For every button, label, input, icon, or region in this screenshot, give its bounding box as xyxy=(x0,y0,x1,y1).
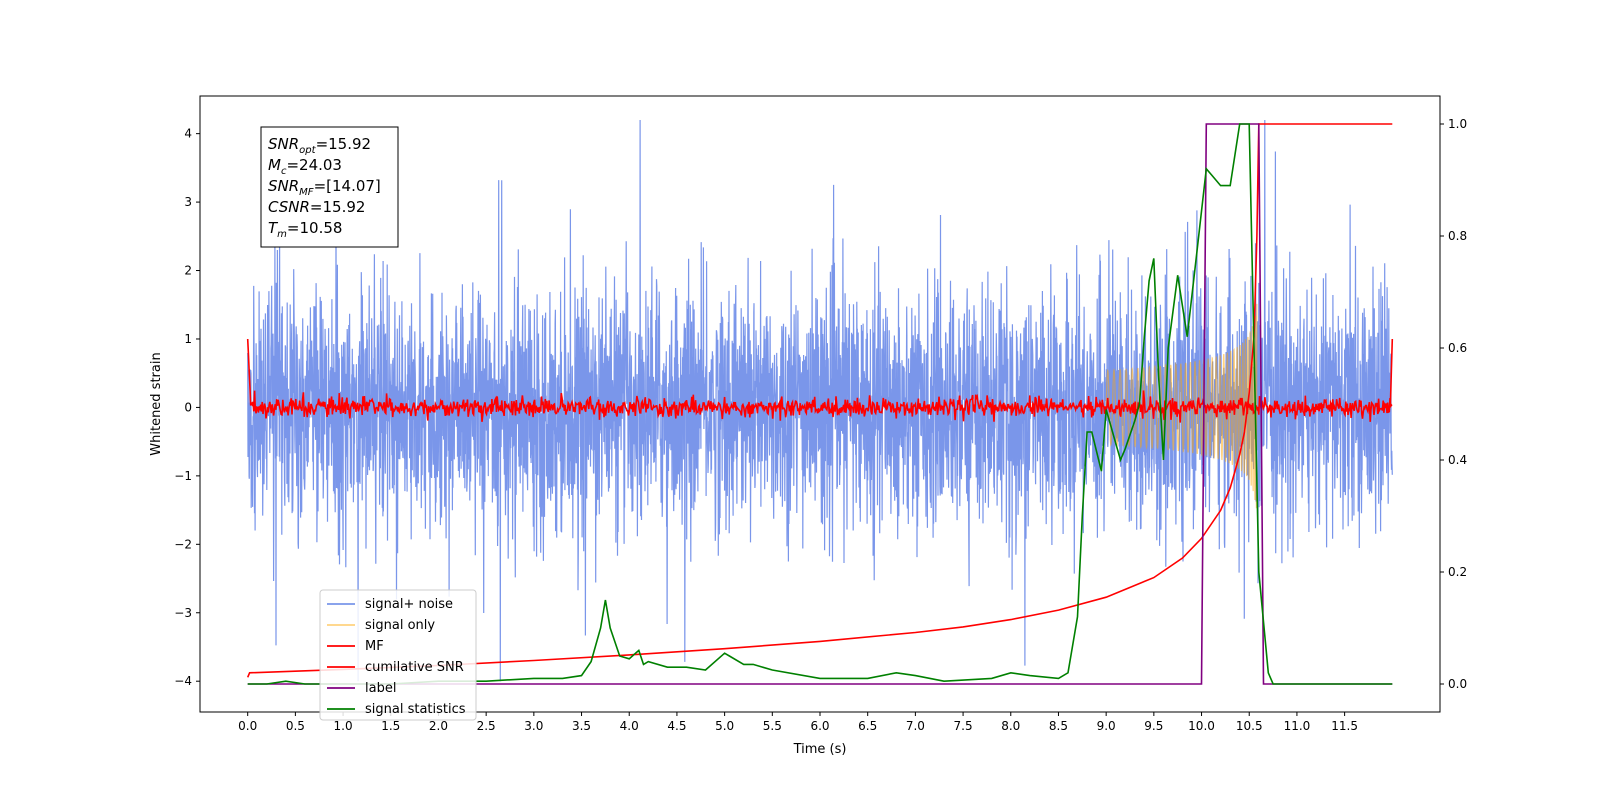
x-tick-label: 0.5 xyxy=(286,719,305,733)
y-axis-left: 4 3 2 1 0 −1 −2 −3 −4 xyxy=(174,127,200,688)
x-tick-label: 0.0 xyxy=(238,719,257,733)
x-tick-label: 4.5 xyxy=(667,719,686,733)
legend-label: MF xyxy=(365,639,384,654)
x-tick-label: 7.0 xyxy=(906,719,925,733)
y-tick-label: −3 xyxy=(174,606,192,620)
stats-annotation: SNRopt=15.92Mc=24.03SNRMF=[14.07]CSNR=15… xyxy=(260,126,399,248)
annotation-line: Mc=24.03 xyxy=(268,156,342,177)
legend-label: signal only xyxy=(365,618,435,633)
y-tick-label: −2 xyxy=(174,537,192,551)
x-axis-label: Time (s) xyxy=(793,742,847,757)
annotation-line: SNRopt=15.92 xyxy=(268,135,371,156)
y2-tick-label: 0.8 xyxy=(1448,229,1467,243)
y2-tick-label: 1.0 xyxy=(1448,117,1467,131)
y-tick-label: −4 xyxy=(174,674,192,688)
x-tick-label: 6.5 xyxy=(858,719,877,733)
x-tick-label: 9.5 xyxy=(1144,719,1163,733)
x-tick-label: 4.0 xyxy=(620,719,639,733)
x-tick-label: 3.0 xyxy=(524,719,543,733)
x-tick-label: 1.0 xyxy=(334,719,353,733)
x-tick-label: 10.5 xyxy=(1236,719,1263,733)
x-tick-label: 1.5 xyxy=(381,719,400,733)
x-tick-label: 10.0 xyxy=(1188,719,1215,733)
series-cumulative-snr xyxy=(246,123,1393,678)
y-tick-label: 1 xyxy=(184,332,192,346)
x-axis: 0.0 0.5 1.0 1.5 2.0 2.5 3.0 3.5 4.0 4.5 5.0 5.5 6.0 6… xyxy=(238,712,1358,733)
series-signal-statistics xyxy=(247,123,1393,685)
annotation-box xyxy=(260,126,399,248)
y2-tick-label: 0.2 xyxy=(1448,565,1467,579)
series-signal-noise xyxy=(247,119,1393,682)
legend-label: signal statistics xyxy=(365,702,466,717)
y-axis-label: Whitened strain xyxy=(149,352,164,455)
y-tick-label: 2 xyxy=(184,264,192,278)
series-signal-only xyxy=(1105,303,1258,509)
x-tick-label: 2.0 xyxy=(429,719,448,733)
series-mf xyxy=(246,338,1394,423)
x-tick-label: 3.5 xyxy=(572,719,591,733)
y-tick-label: 0 xyxy=(184,400,192,414)
legend-label: label xyxy=(365,681,396,696)
x-tick-label: 8.5 xyxy=(1049,719,1068,733)
y2-tick-label: 0.6 xyxy=(1448,341,1467,355)
x-tick-label: 11.5 xyxy=(1331,719,1358,733)
x-tick-label: 2.5 xyxy=(477,719,496,733)
y-tick-label: 4 xyxy=(184,127,192,141)
y-axis-right: 1.0 0.8 0.6 0.4 0.2 0.0 xyxy=(1440,117,1467,691)
x-tick-label: 5.5 xyxy=(763,719,782,733)
x-tick-label: 5.0 xyxy=(715,719,734,733)
series-layer xyxy=(246,119,1394,685)
annotation-line: CSNR=15.92 xyxy=(268,198,365,216)
legend-box xyxy=(319,589,477,721)
y2-tick-label: 0.4 xyxy=(1448,453,1467,467)
x-tick-label: 11.0 xyxy=(1284,719,1311,733)
annotation-line: SNRMF=[14.07] xyxy=(268,177,381,198)
y-tick-label: −1 xyxy=(174,469,192,483)
annotation-line: Tm=10.58 xyxy=(268,219,342,240)
x-tick-label: 7.5 xyxy=(954,719,973,733)
legend: signal+ noise signal only MF cumilative SNR… xyxy=(319,589,477,721)
x-tick-label: 6.0 xyxy=(810,719,829,733)
x-tick-label: 9.0 xyxy=(1097,719,1116,733)
y2-tick-label: 0.0 xyxy=(1448,677,1467,691)
y-tick-label: 3 xyxy=(184,195,192,209)
legend-label: signal+ noise xyxy=(365,597,453,612)
legend-label: cumilative SNR xyxy=(365,660,464,675)
x-tick-label: 8.0 xyxy=(1001,719,1020,733)
